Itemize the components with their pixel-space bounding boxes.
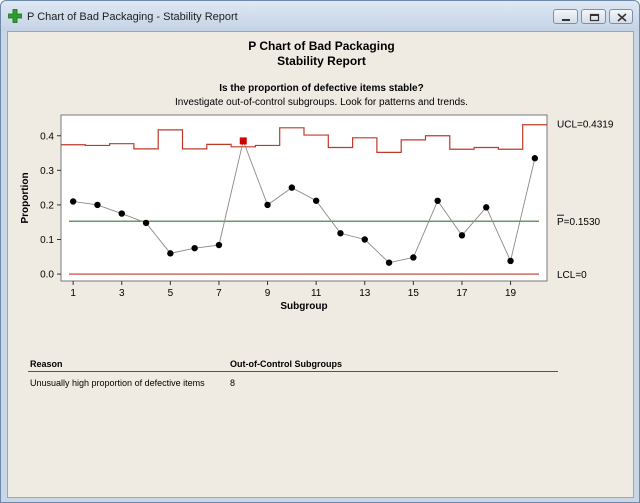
y-axis-label: Proportion bbox=[20, 172, 31, 223]
close-button[interactable] bbox=[609, 9, 633, 24]
data-point bbox=[410, 254, 417, 261]
report-canvas: P Chart of Bad Packaging Stability Repor… bbox=[7, 31, 634, 498]
x-tick-label: 13 bbox=[359, 288, 371, 299]
data-point bbox=[288, 184, 296, 191]
minitab-plus-icon bbox=[8, 9, 22, 23]
ucl-step-line bbox=[61, 124, 547, 153]
lcl-label: LCL=0 bbox=[557, 270, 587, 281]
data-point bbox=[337, 230, 344, 237]
out-of-control-point bbox=[239, 137, 247, 145]
data-point bbox=[385, 259, 393, 266]
x-tick-label: 9 bbox=[265, 288, 271, 299]
stability-question: Is the proportion of defective items sta… bbox=[219, 83, 424, 94]
table-header-subgroups: Out-of-Control Subgroups bbox=[230, 359, 342, 369]
x-tick-label: 19 bbox=[505, 288, 517, 299]
y-tick-label: 0.4 bbox=[40, 131, 54, 142]
data-point bbox=[458, 232, 466, 239]
x-tick-label: 1 bbox=[70, 288, 76, 299]
x-tick-label: 11 bbox=[311, 288, 322, 299]
x-tick-label: 15 bbox=[408, 288, 420, 299]
data-point bbox=[167, 250, 174, 257]
center-label: P=0.1530 bbox=[557, 217, 601, 228]
x-tick-label: 7 bbox=[216, 288, 222, 299]
table-cell-subgroups: 8 bbox=[230, 378, 236, 388]
table-divider bbox=[28, 371, 558, 372]
restore-icon bbox=[589, 13, 600, 22]
plot-area bbox=[60, 114, 548, 282]
y-tick-label: 0.3 bbox=[40, 166, 54, 177]
data-point bbox=[434, 197, 441, 204]
table-cell-reason: Unusually high proportion of defective i… bbox=[30, 378, 205, 388]
data-point bbox=[264, 201, 271, 209]
chart-title: P Chart of Bad Packaging bbox=[248, 39, 395, 53]
data-point bbox=[191, 244, 198, 252]
ucl-label: UCL=0.4319 bbox=[557, 120, 614, 131]
title-bar[interactable]: P Chart of Bad Packaging - Stability Rep… bbox=[1, 1, 639, 31]
x-tick-label: 3 bbox=[119, 288, 125, 299]
table-header-reason: Reason bbox=[30, 359, 63, 369]
data-point bbox=[361, 236, 368, 243]
close-icon bbox=[617, 13, 627, 22]
data-point bbox=[215, 241, 223, 249]
minimize-button[interactable] bbox=[553, 9, 578, 24]
y-tick-label: 0.0 bbox=[40, 270, 54, 281]
window-title: P Chart of Bad Packaging - Stability Rep… bbox=[27, 11, 238, 23]
data-point bbox=[118, 210, 125, 217]
stability-instruction: Investigate out-of-control subgroups. Lo… bbox=[175, 97, 468, 108]
data-point bbox=[94, 201, 101, 209]
data-point bbox=[142, 219, 150, 227]
x-tick-label: 17 bbox=[456, 288, 468, 299]
data-point bbox=[69, 198, 77, 205]
proportion-line bbox=[73, 139, 536, 264]
p-chart: 0.00.10.20.30.41 3 5 7 9 11 13 15 17 19SubgroupPr… bbox=[20, 114, 614, 312]
chart-subtitle: Stability Report bbox=[277, 54, 366, 68]
data-point bbox=[531, 155, 539, 162]
data-point bbox=[483, 204, 490, 211]
x-tick-label: 5 bbox=[168, 288, 174, 299]
y-tick-label: 0.2 bbox=[40, 200, 54, 211]
data-point bbox=[312, 197, 320, 204]
y-tick-label: 0.1 bbox=[40, 235, 54, 246]
data-point bbox=[507, 257, 514, 265]
minimize-icon bbox=[562, 19, 570, 21]
x-axis-label: Subgroup bbox=[280, 301, 327, 312]
restore-button[interactable] bbox=[581, 9, 606, 24]
